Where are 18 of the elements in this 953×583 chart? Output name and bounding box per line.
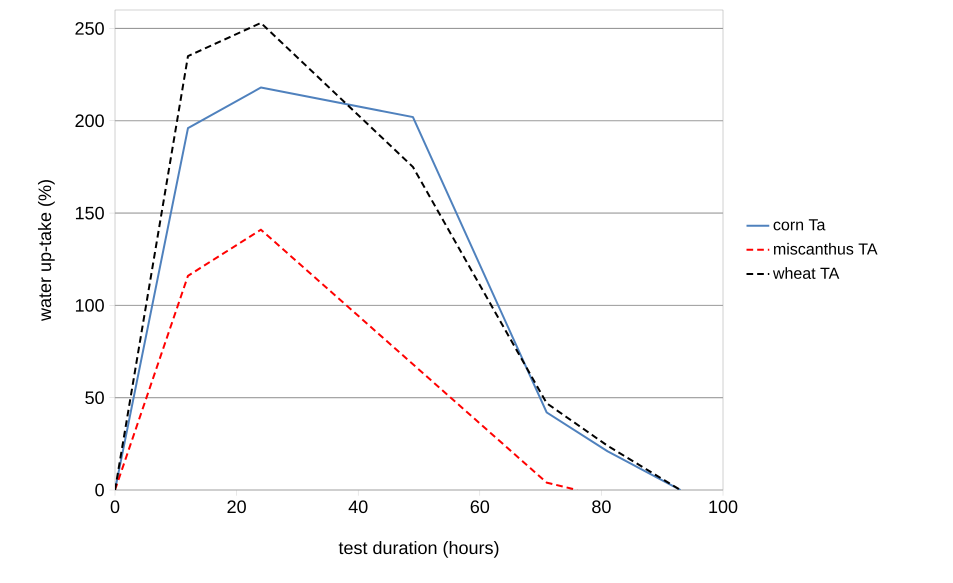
y-tick-label: 250 [75, 22, 104, 35]
x-axis-title: test duration (hours) [338, 540, 498, 558]
y-tick-label: 0 [95, 484, 104, 496]
x-tick-label: 0 [110, 500, 120, 514]
y-axis-title: water up-take (%) [38, 180, 55, 322]
legend-label: corn Ta [774, 219, 826, 230]
x-tick-label: 100 [709, 500, 738, 514]
legend-label: miscanthus TA [774, 242, 878, 255]
x-tick-label: 60 [470, 500, 490, 514]
y-tick-label: 100 [76, 299, 104, 312]
y-tick-label: 50 [85, 391, 104, 404]
x-tick-label: 20 [227, 500, 246, 514]
x-tick-label: 40 [348, 500, 368, 514]
line-series [115, 228, 578, 490]
y-tick-label: 150 [76, 206, 104, 220]
y-tick-label: 200 [75, 114, 104, 128]
legend-label: wheat TA [772, 267, 840, 279]
x-tick-label: 80 [592, 500, 611, 514]
